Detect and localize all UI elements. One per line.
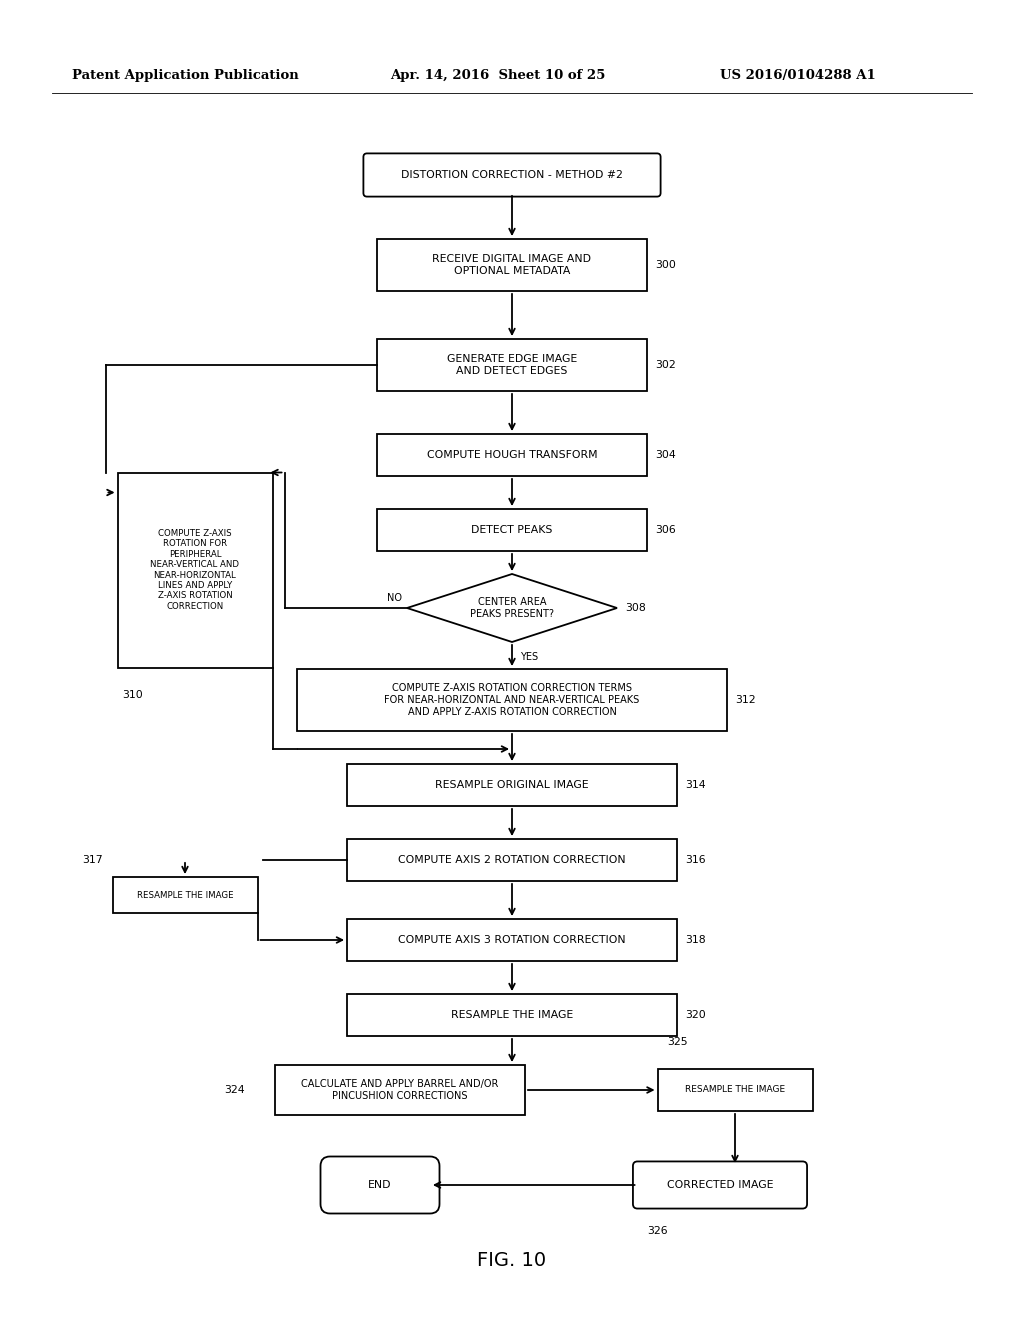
Bar — [347, 764, 677, 807]
Bar — [377, 339, 647, 391]
Text: COMPUTE HOUGH TRANSFORM: COMPUTE HOUGH TRANSFORM — [427, 450, 597, 459]
Text: 326: 326 — [647, 1226, 668, 1236]
Polygon shape — [407, 574, 617, 642]
Text: RESAMPLE THE IMAGE: RESAMPLE THE IMAGE — [136, 891, 233, 899]
Text: Apr. 14, 2016  Sheet 10 of 25: Apr. 14, 2016 Sheet 10 of 25 — [390, 69, 605, 82]
Text: RECEIVE DIGITAL IMAGE AND
OPTIONAL METADATA: RECEIVE DIGITAL IMAGE AND OPTIONAL METAD… — [432, 255, 592, 276]
Text: CENTER AREA
PEAKS PRESENT?: CENTER AREA PEAKS PRESENT? — [470, 597, 554, 619]
Text: US 2016/0104288 A1: US 2016/0104288 A1 — [720, 69, 876, 82]
Text: END: END — [369, 1180, 392, 1191]
Bar — [118, 473, 272, 668]
FancyBboxPatch shape — [364, 153, 660, 197]
Text: 300: 300 — [655, 260, 676, 271]
Text: COMPUTE AXIS 2 ROTATION CORRECTION: COMPUTE AXIS 2 ROTATION CORRECTION — [398, 855, 626, 865]
Bar — [347, 919, 677, 961]
Text: 306: 306 — [655, 525, 676, 535]
Text: DETECT PEAKS: DETECT PEAKS — [471, 525, 553, 535]
Text: COMPUTE Z-AXIS ROTATION CORRECTION TERMS
FOR NEAR-HORIZONTAL AND NEAR-VERTICAL P: COMPUTE Z-AXIS ROTATION CORRECTION TERMS… — [384, 684, 640, 717]
Text: 317: 317 — [83, 855, 103, 865]
Text: 314: 314 — [685, 780, 706, 789]
Text: 324: 324 — [224, 1085, 245, 1096]
Bar — [377, 434, 647, 477]
Text: YES: YES — [520, 652, 539, 663]
Text: 325: 325 — [668, 1038, 688, 1047]
Bar — [113, 876, 257, 913]
Text: 308: 308 — [625, 603, 646, 612]
Text: CALCULATE AND APPLY BARREL AND/OR
PINCUSHION CORRECTIONS: CALCULATE AND APPLY BARREL AND/OR PINCUS… — [301, 1080, 499, 1101]
Text: RESAMPLE ORIGINAL IMAGE: RESAMPLE ORIGINAL IMAGE — [435, 780, 589, 789]
Bar — [377, 239, 647, 290]
Bar — [297, 669, 727, 731]
Text: 316: 316 — [685, 855, 706, 865]
FancyBboxPatch shape — [633, 1162, 807, 1209]
Bar — [657, 1069, 812, 1111]
Text: 304: 304 — [655, 450, 676, 459]
Text: RESAMPLE THE IMAGE: RESAMPLE THE IMAGE — [451, 1010, 573, 1020]
Text: CORRECTED IMAGE: CORRECTED IMAGE — [667, 1180, 773, 1191]
Text: COMPUTE Z-AXIS
ROTATION FOR
PERIPHERAL
NEAR-VERTICAL AND
NEAR-HORIZONTAL
LINES A: COMPUTE Z-AXIS ROTATION FOR PERIPHERAL N… — [151, 529, 240, 611]
Bar — [377, 510, 647, 550]
Text: NO: NO — [387, 593, 402, 603]
Text: 318: 318 — [685, 935, 706, 945]
Text: Patent Application Publication: Patent Application Publication — [72, 69, 299, 82]
Text: GENERATE EDGE IMAGE
AND DETECT EDGES: GENERATE EDGE IMAGE AND DETECT EDGES — [446, 354, 578, 376]
Bar — [347, 840, 677, 880]
Text: DISTORTION CORRECTION - METHOD #2: DISTORTION CORRECTION - METHOD #2 — [401, 170, 623, 180]
Bar — [347, 994, 677, 1036]
Text: FIG. 10: FIG. 10 — [477, 1250, 547, 1270]
Text: 312: 312 — [735, 696, 756, 705]
Text: 302: 302 — [655, 360, 676, 370]
Text: COMPUTE AXIS 3 ROTATION CORRECTION: COMPUTE AXIS 3 ROTATION CORRECTION — [398, 935, 626, 945]
FancyBboxPatch shape — [321, 1156, 439, 1213]
Text: 310: 310 — [123, 689, 143, 700]
Bar — [275, 1065, 525, 1115]
Text: 320: 320 — [685, 1010, 706, 1020]
Text: RESAMPLE THE IMAGE: RESAMPLE THE IMAGE — [685, 1085, 785, 1094]
